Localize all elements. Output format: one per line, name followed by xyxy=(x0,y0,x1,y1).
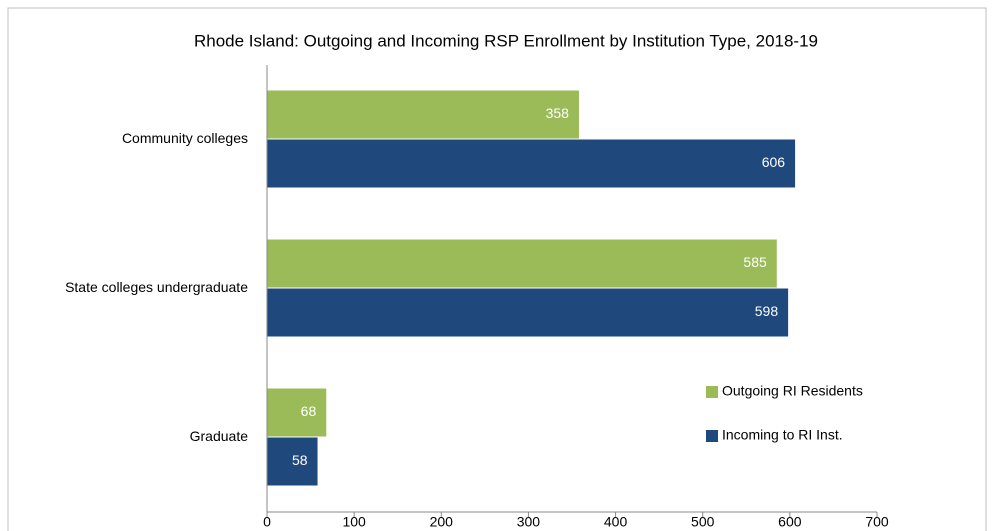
data-label: 585 xyxy=(743,254,767,270)
bar xyxy=(267,388,327,437)
y-tick-label: Community colleges xyxy=(122,130,248,146)
x-tick-label: 400 xyxy=(604,514,628,530)
data-label: 598 xyxy=(755,303,779,319)
data-label: 358 xyxy=(546,105,570,121)
y-tick-label: State colleges undergraduate xyxy=(65,279,248,295)
x-tick-label: 0 xyxy=(263,514,271,530)
chart-title: Rhode Island: Outgoing and Incoming RSP … xyxy=(194,31,818,50)
x-tick-label: 500 xyxy=(691,514,715,530)
legend-label: Incoming to RI Inst. xyxy=(722,427,843,443)
bar xyxy=(267,437,318,486)
legend-swatch xyxy=(706,386,718,398)
chart-border xyxy=(7,7,987,531)
x-tick-label: 600 xyxy=(778,514,802,530)
bar xyxy=(267,239,777,288)
bar xyxy=(267,90,579,139)
data-label: 58 xyxy=(292,452,308,468)
x-tick-label: 200 xyxy=(430,514,454,530)
x-tick-label: 300 xyxy=(517,514,541,530)
y-tick-label: Graduate xyxy=(190,428,249,444)
data-label: 68 xyxy=(301,403,317,419)
data-label: 606 xyxy=(762,154,786,170)
legend-swatch xyxy=(706,430,718,442)
x-tick-label: 700 xyxy=(865,514,889,530)
x-tick-label: 100 xyxy=(342,514,366,530)
bar xyxy=(267,288,789,337)
bar xyxy=(267,139,796,188)
legend-label: Outgoing RI Residents xyxy=(722,383,863,399)
